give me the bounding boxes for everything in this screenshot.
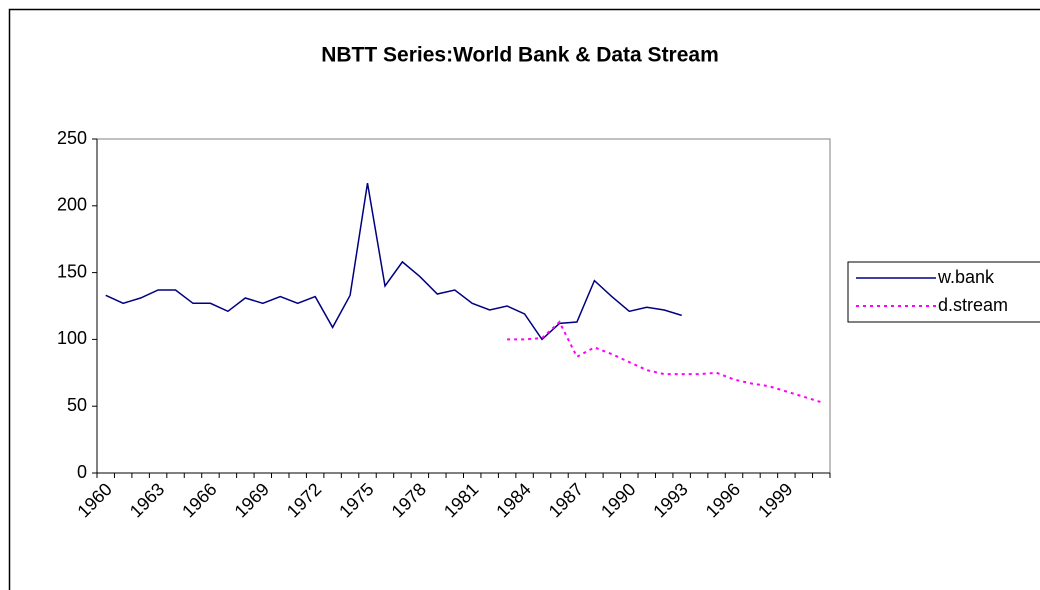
- series-line: [507, 320, 822, 404]
- legend-label: w.bank: [937, 267, 995, 287]
- y-tick-label: 0: [77, 462, 87, 482]
- y-tick-label: 50: [67, 395, 87, 415]
- legend-box: [847, 261, 1040, 323]
- y-tick-label: 100: [57, 328, 87, 348]
- y-tick-label: 250: [57, 128, 87, 148]
- series-line: [105, 182, 682, 341]
- chart-title: NBTT Series:World Bank & Data Stream: [321, 44, 719, 67]
- y-tick-label: 150: [57, 261, 87, 281]
- legend-label: d.stream: [938, 295, 1008, 315]
- y-tick-label: 200: [57, 195, 87, 215]
